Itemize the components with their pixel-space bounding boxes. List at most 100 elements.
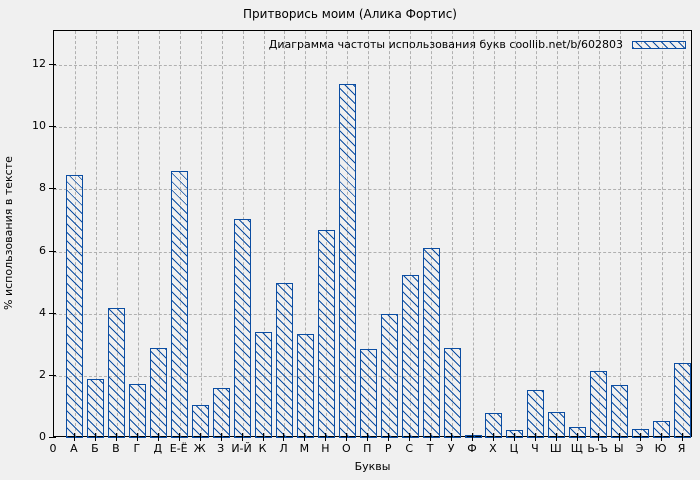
bar-З [213,388,231,438]
legend: Диаграмма частоты использования букв coo… [269,38,686,51]
vgridline-Ц [514,31,516,436]
bar-Ч [527,389,545,438]
x-tick-mark [555,433,557,441]
bar-Б [87,378,105,438]
x-tick-mark [430,433,432,441]
x-tick-label-Л: Л [279,442,288,455]
vgridline-Л [284,31,286,436]
legend-key-swatch [632,40,686,49]
x-tick-label-Я: Я [677,442,686,455]
vgridline-Х [493,31,495,436]
bar-Е-Ё [171,170,189,438]
x-tick-mark [220,433,222,441]
x-tick-label-Ы: Ы [613,442,624,455]
x-tick-label-П: П [363,442,372,455]
y-tick-mark [49,64,56,66]
vgridline-Р [389,31,391,436]
bar-Я [674,363,692,438]
x-tick-mark [346,433,348,441]
bar-П [359,349,377,438]
bar-Р [380,313,398,438]
hgridline-12 [54,65,691,67]
bar-У [443,347,461,438]
x-tick-label-Ш: Ш [549,442,562,455]
bar-К [255,332,272,438]
x-tick-mark [451,433,453,441]
x-tick-mark [639,433,641,441]
x-tick-mark [618,433,620,441]
y-tick-mark [49,188,56,190]
x-tick-mark [534,433,536,441]
x-tick-mark [115,433,117,441]
vgridline-Ь-Ъ [598,31,600,436]
x-tick-label-Ц: Ц [509,442,519,455]
y-tick-mark [49,437,56,438]
y-tick-label-10: 10 [32,119,46,133]
x-tick-label-М: М [299,442,310,455]
chart-title: Притворись моим (Алика Фортис) [243,7,457,21]
bar-И-Й [234,218,252,438]
x-tick-label-С: С [405,442,413,455]
bar-В [108,307,126,438]
x-tick-mark [94,433,96,441]
bar-О [338,83,356,438]
x-tick-mark [513,433,515,441]
hgridline-8 [54,189,691,191]
x-tick-label-Щ: Щ [570,442,583,455]
x-tick-label-У: У [447,442,455,455]
x-tick-label-Ф: Ф [467,442,477,455]
x-tick-mark [660,433,662,441]
bar-Ы [611,385,629,438]
vgridline-Г [137,31,139,436]
bar-Щ [569,427,587,438]
hgridline-10 [54,127,691,129]
vgridline-З [221,31,223,436]
x-tick-mark [262,433,264,441]
bar-Г [129,383,147,438]
x-tick-mark [325,433,327,441]
plot-area: Диаграмма частоты использования букв coo… [53,30,692,438]
x-tick-mark [492,433,494,441]
bar-М [296,333,314,438]
x-tick-label-Ю: Ю [654,442,667,455]
vgridline-К [263,31,265,436]
x-tick-mark [304,433,306,441]
x-tick-label-О: О [341,442,351,455]
bar-Ь-Ъ [590,371,608,438]
x-tick-mark [597,433,599,441]
x-tick-mark [199,433,201,441]
bar-Л [275,282,293,438]
vgridline-Ы [619,31,621,436]
x-tick-mark [178,433,180,441]
x-tick-label-Н: Н [321,442,330,455]
vgridline-Ж [200,31,202,436]
x-tick-label-В: В [112,442,120,455]
bar-Ф [464,434,482,438]
vgridline-В [116,31,118,436]
x-tick-label-Ь-Ъ: Ь-Ъ [587,442,609,455]
x-tick-label-А: А [70,442,78,455]
y-tick-mark [49,312,56,314]
bar-Т [422,248,440,438]
x-tick-mark [367,433,369,441]
x-tick-mark [472,433,474,441]
bar-С [401,274,419,438]
bar-Д [150,347,168,438]
x-tick-label-Т: Т [426,442,434,455]
x-tick-label-origin: 0 [49,442,57,455]
x-tick-label-З: З [217,442,225,455]
x-tick-mark [681,433,683,441]
y-tick-mark [49,126,56,128]
vgridline-Э [640,31,642,436]
x-tick-label-Г: Г [133,442,141,455]
vgridline-Ш [556,31,558,436]
bar-А [66,175,84,438]
x-tick-label-Д: Д [153,442,163,455]
y-tick-label-0: 0 [39,430,46,443]
bar-Х [485,413,503,438]
x-tick-mark [136,433,138,441]
hgridline-4 [54,313,691,315]
bar-Ц [506,430,524,438]
x-tick-label-Х: Х [489,442,497,455]
